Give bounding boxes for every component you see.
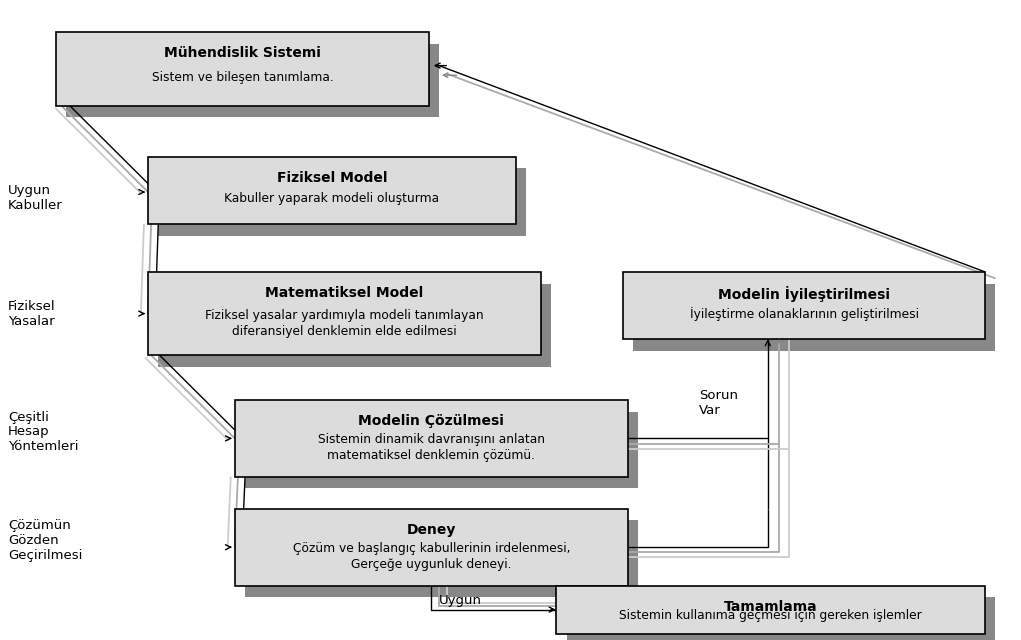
- Text: Deney: Deney: [406, 523, 456, 537]
- Text: Sistemin dinamik davranışını anlatan
matematiksel denklemin çözümü.: Sistemin dinamik davranışını anlatan mat…: [318, 433, 545, 462]
- FancyBboxPatch shape: [245, 412, 638, 488]
- FancyBboxPatch shape: [623, 272, 985, 339]
- Text: Matematiksel Model: Matematiksel Model: [265, 286, 424, 300]
- FancyBboxPatch shape: [235, 509, 628, 586]
- FancyBboxPatch shape: [245, 520, 638, 597]
- FancyBboxPatch shape: [158, 284, 551, 367]
- Text: Uygun
Kabuller: Uygun Kabuller: [8, 184, 63, 212]
- Text: Modelin İyileştirilmesi: Modelin İyileştirilmesi: [718, 286, 890, 302]
- Text: Fiziksel yasalar yardımıyla modeli tanımlayan
diferansiyel denklemin elde edilme: Fiziksel yasalar yardımıyla modeli tanım…: [205, 309, 484, 339]
- Text: Fiziksel Model: Fiziksel Model: [277, 171, 387, 185]
- FancyBboxPatch shape: [158, 168, 526, 236]
- Text: Sorun
Var: Sorun Var: [699, 389, 738, 417]
- Text: Tamamlama: Tamamlama: [724, 600, 818, 614]
- FancyBboxPatch shape: [567, 597, 995, 640]
- Text: Uygun: Uygun: [439, 594, 482, 607]
- Text: Fiziksel
Yasalar: Fiziksel Yasalar: [8, 300, 56, 328]
- Text: Mühendislik Sistemi: Mühendislik Sistemi: [164, 46, 321, 60]
- Text: Çözümün
Gözden
Geçirilmesi: Çözümün Gözden Geçirilmesi: [8, 519, 83, 563]
- FancyBboxPatch shape: [66, 44, 439, 117]
- FancyBboxPatch shape: [56, 32, 429, 106]
- FancyBboxPatch shape: [235, 400, 628, 477]
- FancyBboxPatch shape: [633, 284, 995, 351]
- Text: Sistem ve bileşen tanımlama.: Sistem ve bileşen tanımlama.: [151, 71, 334, 84]
- Text: Sistemin kullanıma geçmesi için gereken işlemler: Sistemin kullanıma geçmesi için gereken …: [620, 609, 922, 622]
- FancyBboxPatch shape: [148, 157, 516, 224]
- Text: İyileştirme olanaklarının geliştirilmesi: İyileştirme olanaklarının geliştirilmesi: [689, 307, 919, 321]
- Text: Modelin Çözülmesi: Modelin Çözülmesi: [358, 414, 504, 428]
- Text: Çeşitli
Hesap
Yöntemleri: Çeşitli Hesap Yöntemleri: [8, 410, 79, 454]
- FancyBboxPatch shape: [148, 272, 541, 355]
- Text: Kabuller yaparak modeli oluşturma: Kabuller yaparak modeli oluşturma: [225, 192, 439, 205]
- FancyBboxPatch shape: [556, 586, 985, 634]
- Text: Çözüm ve başlangıç kabullerinin irdelenmesi,
Gerçeğe uygunluk deneyi.: Çözüm ve başlangıç kabullerinin irdelenm…: [293, 541, 570, 571]
